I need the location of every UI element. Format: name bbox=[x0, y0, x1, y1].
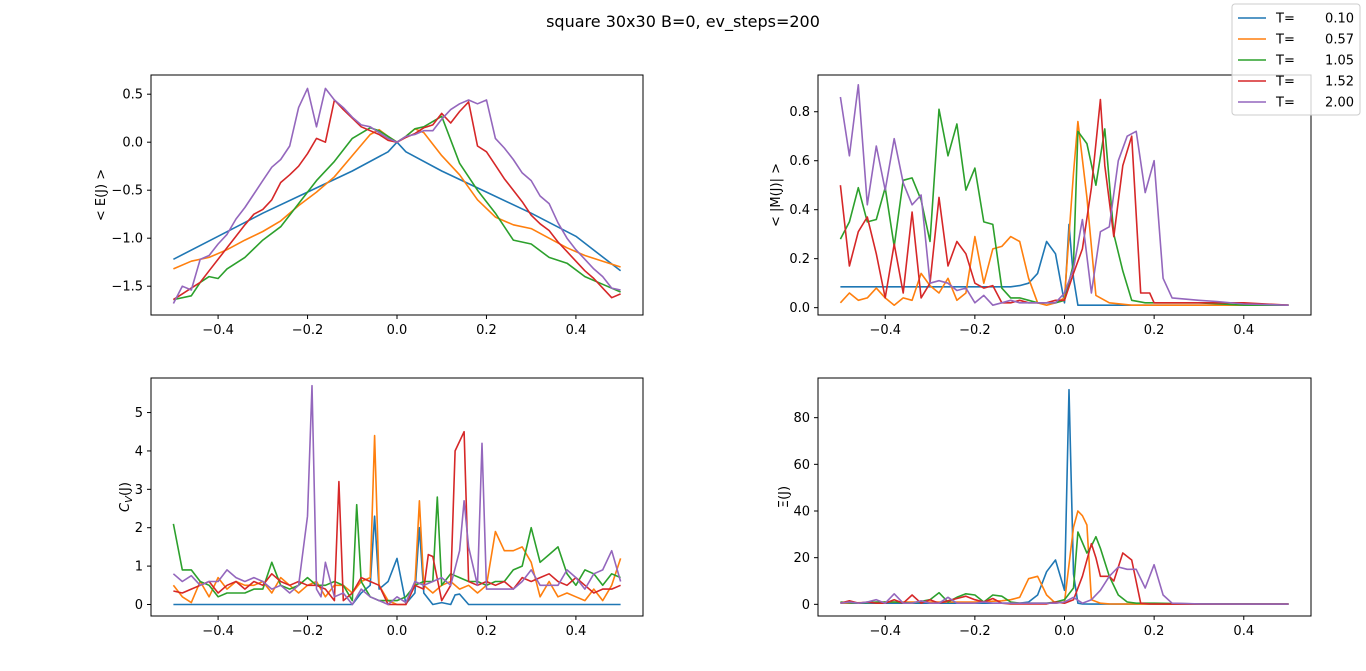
series-line-2 bbox=[173, 128, 621, 270]
x-tick-label: 0.2 bbox=[476, 624, 497, 639]
x-tick-label: 0.2 bbox=[476, 323, 497, 338]
y-tick-label: 2 bbox=[135, 521, 143, 536]
legend-item: T= 1.52 bbox=[1238, 75, 1354, 90]
x-tick-label: 0.2 bbox=[1144, 323, 1165, 338]
y-tick-label: 0 bbox=[802, 598, 810, 613]
series-line-4 bbox=[839, 98, 1289, 306]
y-tick-label: 60 bbox=[793, 458, 810, 473]
subplot-2: −0.4 −0.2 0.0 0.2 0.4 0.0 0.2 0.4 0.6 0.8 < |M(J)|… bbox=[769, 74, 1312, 338]
x-tick-label: 0.0 bbox=[1054, 624, 1075, 639]
series-line-5 bbox=[840, 563, 1289, 605]
x-tick-label: 0.4 bbox=[1233, 323, 1254, 338]
subplot-3: −0.4 −0.2 0.0 0.2 0.4 0 1 2 3 4 5 CV(J) bbox=[118, 377, 644, 639]
y-tick-label: 0.8 bbox=[789, 105, 810, 120]
y-tick-label: 4 bbox=[135, 444, 143, 459]
y-tick-label: 0.5 bbox=[122, 88, 143, 103]
subplots: −0.4 −0.2 0.0 0.2 0.4 −1.5 −1.0 −0.5 0.0 0.5 < E(J… bbox=[94, 74, 1312, 639]
legend-value: 1.05 bbox=[1325, 54, 1354, 69]
x-tick-label: 0.4 bbox=[566, 624, 587, 639]
y-tick-label: 40 bbox=[793, 505, 810, 520]
legend-value: 0.57 bbox=[1325, 33, 1354, 48]
x-tick-label: −0.4 bbox=[869, 624, 901, 639]
x-tick-label: 0.2 bbox=[1144, 624, 1165, 639]
series-line-1 bbox=[173, 515, 621, 606]
series-line-1 bbox=[840, 388, 1289, 605]
legend-frame bbox=[1231, 3, 1361, 116]
legend-item: T= 0.10 bbox=[1238, 12, 1354, 27]
y-tick-label: −1.5 bbox=[111, 280, 143, 295]
series-line-5 bbox=[839, 84, 1289, 307]
y-tick-label: −0.5 bbox=[111, 184, 143, 199]
y-axis-label: < |M(J)| > bbox=[769, 163, 784, 227]
x-tick-label: 0.0 bbox=[387, 624, 408, 639]
y-tick-label: 0.0 bbox=[122, 136, 143, 151]
series-line-3 bbox=[172, 496, 621, 602]
legend-item: T= 0.57 bbox=[1238, 33, 1354, 48]
legend-label: T= bbox=[1275, 75, 1295, 90]
x-tick-label: −0.2 bbox=[959, 624, 991, 639]
y-tick-label: 1 bbox=[135, 560, 143, 575]
subplot-4: −0.4 −0.2 0.0 0.2 0.4 0 20 40 60 80 Ξ(J) bbox=[777, 377, 1312, 639]
x-tick-label: −0.2 bbox=[292, 323, 324, 338]
series-line-5 bbox=[172, 87, 621, 304]
subplot-1: −0.4 −0.2 0.0 0.2 0.4 −1.5 −1.0 −0.5 0.0 0.5 < E(J… bbox=[94, 74, 644, 338]
series-group bbox=[840, 388, 1289, 605]
legend-value: 2.00 bbox=[1325, 96, 1354, 111]
y-axis-label: CV(J) bbox=[118, 482, 135, 512]
series-line-2 bbox=[839, 120, 1289, 307]
series-line-4 bbox=[172, 99, 621, 301]
x-tick-label: −0.4 bbox=[869, 323, 901, 338]
legend-value: 0.10 bbox=[1325, 12, 1354, 27]
figure-title: square 30x30 B=0, ev_steps=200 bbox=[546, 12, 820, 32]
series-line-3 bbox=[173, 115, 621, 301]
x-tick-label: −0.4 bbox=[202, 624, 234, 639]
legend-label: T= bbox=[1275, 33, 1295, 48]
y-tick-label: 3 bbox=[135, 483, 143, 498]
y-tick-label: 0.0 bbox=[789, 301, 810, 316]
y-axis-label: Ξ(J) bbox=[777, 486, 792, 508]
series-line-4 bbox=[173, 430, 621, 606]
y-tick-label: 20 bbox=[793, 551, 810, 566]
legend-item: T= 1.05 bbox=[1238, 54, 1354, 69]
legend-label: T= bbox=[1275, 54, 1295, 69]
x-tick-label: 0.4 bbox=[566, 323, 587, 338]
x-tick-label: −0.2 bbox=[959, 323, 991, 338]
y-tick-label: 0 bbox=[135, 598, 143, 613]
y-tick-label: 0.2 bbox=[789, 252, 810, 267]
x-tick-label: −0.4 bbox=[202, 323, 234, 338]
x-tick-label: 0.0 bbox=[1054, 323, 1075, 338]
legend: T= 0.10 T= 0.57 T= 1.05 T= 1.52 T= 2.00 bbox=[1231, 3, 1361, 116]
axes-frame bbox=[150, 377, 644, 617]
series-group bbox=[172, 87, 622, 304]
y-tick-label: 80 bbox=[793, 411, 810, 426]
x-tick-label: 0.0 bbox=[387, 323, 408, 338]
legend-label: T= bbox=[1275, 96, 1295, 111]
x-tick-label: −0.2 bbox=[292, 624, 324, 639]
x-tick-label: 0.4 bbox=[1233, 624, 1254, 639]
axes-frame bbox=[150, 74, 644, 316]
series-group bbox=[172, 384, 622, 606]
y-axis-label: < E(J) > bbox=[94, 169, 109, 221]
series-line-5 bbox=[172, 384, 622, 606]
y-tick-label: 0.6 bbox=[789, 154, 810, 169]
y-tick-label: 0.4 bbox=[789, 203, 810, 218]
y-tick-label: 5 bbox=[135, 406, 143, 421]
series-group bbox=[839, 84, 1289, 307]
series-line-1 bbox=[173, 141, 622, 272]
series-line-3 bbox=[839, 108, 1289, 307]
legend-value: 1.52 bbox=[1325, 75, 1354, 90]
legend-label: T= bbox=[1275, 12, 1295, 27]
y-tick-label: −1.0 bbox=[111, 232, 143, 247]
legend-item: T= 2.00 bbox=[1238, 96, 1354, 111]
